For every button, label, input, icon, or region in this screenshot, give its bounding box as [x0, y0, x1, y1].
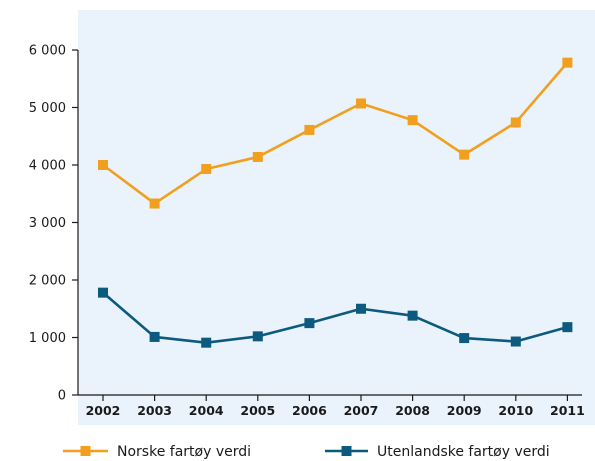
series-1 — [98, 57, 573, 209]
y-tick-label: 2 000 — [29, 274, 66, 289]
x-tick-label: 2010 — [498, 403, 533, 418]
data-point — [304, 318, 315, 329]
plot-background — [78, 10, 595, 425]
series-line — [102, 291, 568, 344]
data-point — [98, 160, 108, 170]
series-2 — [98, 287, 573, 348]
data-point — [562, 322, 573, 333]
y-axis: 0 1 000 2 000 3 000 4 000 5 000 6 000 — [29, 44, 79, 404]
data-point — [459, 149, 470, 160]
legend-label: Utenlandske fartøy verdi — [377, 444, 550, 460]
x-tick-label: 2003 — [137, 403, 172, 418]
legend-swatch-marker — [341, 446, 352, 456]
series-layer — [98, 57, 573, 348]
legend-swatch-marker — [80, 446, 91, 456]
x-tick-label: 2007 — [344, 403, 379, 418]
x-tick-label: 2008 — [395, 403, 430, 418]
y-tick-label: 4 000 — [29, 159, 66, 174]
x-tick-label: 2011 — [550, 403, 585, 418]
x-axis: 2002 2003 2004 2005 2006 2007 2008 2009 2010 2011 — [78, 394, 585, 418]
data-point — [407, 115, 418, 126]
legend: Norske fartøy verdi Utenlandske fartøy ve… — [63, 444, 550, 460]
y-tick-label: 0 — [58, 389, 66, 404]
y-tick-label: 3 000 — [29, 216, 66, 231]
legend-item: Norske fartøy verdi — [63, 444, 251, 460]
data-point — [356, 303, 366, 314]
data-point — [459, 333, 470, 344]
x-tick-label: 2004 — [189, 403, 224, 418]
data-point — [510, 336, 521, 347]
legend-item: Utenlandske fartøy verdi — [325, 444, 550, 460]
data-point — [149, 331, 160, 342]
data-point — [252, 331, 263, 342]
y-tick-label: 1 000 — [29, 331, 66, 346]
y-tick-label: 5 000 — [29, 101, 66, 116]
y-tick-label: 6 000 — [29, 44, 66, 59]
data-point — [510, 117, 521, 128]
data-point — [149, 198, 160, 209]
data-point — [201, 164, 212, 175]
data-point — [356, 98, 366, 109]
x-tick-label: 2006 — [292, 403, 327, 418]
data-point — [98, 287, 108, 298]
data-point — [201, 337, 212, 348]
series-line — [102, 61, 569, 205]
data-point — [562, 57, 573, 68]
x-tick-label: 2005 — [240, 403, 275, 418]
x-tick-label: 2009 — [447, 403, 482, 418]
data-point — [252, 151, 263, 162]
legend-label: Norske fartøy verdi — [117, 444, 251, 460]
data-point — [407, 310, 418, 321]
x-tick-label: 2002 — [86, 403, 121, 418]
data-point — [304, 124, 315, 135]
